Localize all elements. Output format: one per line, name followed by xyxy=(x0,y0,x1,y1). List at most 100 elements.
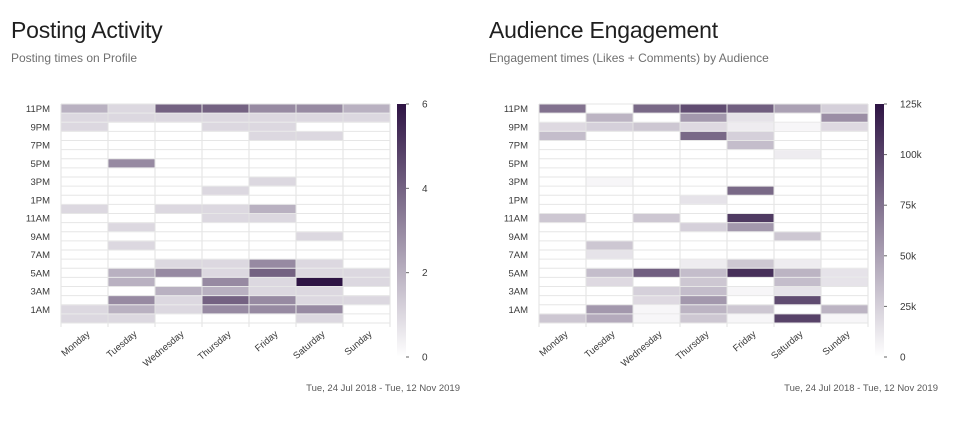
heatmap-cell xyxy=(728,314,774,322)
heatmap-cell xyxy=(250,287,296,295)
colorbar-scale xyxy=(397,104,406,357)
heatmap-cell xyxy=(540,105,586,113)
audience-engagement-panel: Audience Engagement Engagement times (Li… xyxy=(478,0,956,422)
heatmap-cell xyxy=(775,260,821,268)
x-tick-label: Wednesday xyxy=(141,329,187,370)
heatmap-cell xyxy=(297,269,343,277)
colorbar-tick-label: 50k xyxy=(900,251,917,262)
heatmap-cell xyxy=(634,214,680,222)
heatmap-cell xyxy=(540,132,586,140)
heatmap-cell xyxy=(681,305,727,313)
x-axis: Monday Tuesday Wednesday Thursday Friday Satu… xyxy=(59,329,374,370)
x-tick-label: Friday xyxy=(253,329,280,355)
heatmap-cell xyxy=(297,260,343,268)
heatmap-cell xyxy=(62,105,108,113)
heatmap-cell xyxy=(62,114,108,122)
heatmap-cell xyxy=(203,105,249,113)
heatmap-cell xyxy=(109,314,155,322)
y-tick-label: 11AM xyxy=(26,214,50,225)
heatmap-cell xyxy=(728,123,774,131)
heatmap-cell xyxy=(344,296,390,304)
x-tick-label: Monday xyxy=(537,329,570,359)
heatmap-cell xyxy=(250,114,296,122)
heatmap-cell xyxy=(681,196,727,204)
heatmap-cell xyxy=(203,305,249,313)
heatmap-cell xyxy=(775,269,821,277)
heatmap-cell xyxy=(297,314,343,322)
heatmap-cell xyxy=(109,241,155,249)
heatmap-cell xyxy=(250,260,296,268)
heatmap-cell xyxy=(634,296,680,304)
colorbar-tick-label: 25k xyxy=(900,302,917,313)
x-axis: Monday Tuesday Wednesday Thursday Friday Satu… xyxy=(537,329,852,370)
heatmap-cell xyxy=(297,296,343,304)
y-tick-label: 7PM xyxy=(508,141,528,152)
x-tick-label: Saturday xyxy=(769,329,805,362)
y-tick-label: 11PM xyxy=(26,104,50,115)
heatmap-cell xyxy=(775,232,821,240)
heatmap-cell xyxy=(775,314,821,322)
heatmap-cell xyxy=(681,278,727,286)
y-tick-label: 5PM xyxy=(508,159,528,170)
heatmap-cell xyxy=(297,305,343,313)
heatmap-cell xyxy=(540,314,586,322)
heatmap-cell xyxy=(587,269,633,277)
x-tick-label: Saturday xyxy=(291,329,327,362)
heatmap-cell xyxy=(344,269,390,277)
heatmap-cell xyxy=(156,296,202,304)
heatmap-cell xyxy=(250,178,296,186)
heatmap-cell xyxy=(634,105,680,113)
colorbar-tick-label: 2 xyxy=(422,268,428,279)
heatmap-cell xyxy=(250,123,296,131)
y-tick-label: 3PM xyxy=(30,177,50,188)
heatmap-cell xyxy=(203,205,249,213)
heatmap-cell xyxy=(681,105,727,113)
heatmap-cell xyxy=(681,223,727,231)
heatmap-cell xyxy=(681,314,727,322)
heatmap-cell xyxy=(156,287,202,295)
heatmap-cell xyxy=(344,105,390,113)
heatmap-cell xyxy=(587,178,633,186)
heatmap-cell xyxy=(822,123,868,131)
x-tick-label: Friday xyxy=(731,329,758,355)
heatmap-cell xyxy=(775,105,821,113)
date-range: Tue, 24 Jul 2018 - Tue, 12 Nov 2019 xyxy=(306,383,460,394)
x-tick-label: Sunday xyxy=(821,329,853,358)
heatmap-cell xyxy=(203,114,249,122)
heatmap-cell xyxy=(822,114,868,122)
colorbar-tick-label: 4 xyxy=(422,184,428,195)
y-axis: 1AM 3AM 5AM 7AM 9AM 11AM 1PM 3PM 5PM 7PM 9PM 11PM xyxy=(504,104,528,316)
heatmap-cell xyxy=(681,269,727,277)
heatmap-cell xyxy=(203,269,249,277)
heatmap-cell xyxy=(587,314,633,322)
y-tick-label: 1PM xyxy=(508,195,528,206)
heatmap-cell xyxy=(587,305,633,313)
heatmap-cell xyxy=(250,205,296,213)
x-tick-label: Wednesday xyxy=(619,329,665,370)
x-tick-label: Thursday xyxy=(196,329,234,363)
heatmap-cell xyxy=(203,214,249,222)
y-tick-label: 5AM xyxy=(30,268,50,279)
x-tick-label: Sunday xyxy=(343,329,375,358)
heatmap-cell xyxy=(156,305,202,313)
heatmap-cell xyxy=(681,114,727,122)
y-tick-label: 11PM xyxy=(504,104,528,115)
heatmap-cell xyxy=(109,105,155,113)
heatmap-cell xyxy=(728,214,774,222)
posting-activity-panel: Posting Activity Posting times on Profil… xyxy=(0,0,478,422)
colorbar-tick-label: 125k xyxy=(900,100,923,111)
x-tick-label: Thursday xyxy=(674,329,712,363)
y-tick-label: 9PM xyxy=(30,122,50,133)
heatmap-cell xyxy=(587,241,633,249)
heatmap-cell xyxy=(587,251,633,259)
heatmap-cell xyxy=(587,123,633,131)
heatmap-cell xyxy=(109,114,155,122)
x-tick-label: Tuesday xyxy=(583,329,618,361)
heatmap-cell xyxy=(109,159,155,167)
heatmap-cell xyxy=(728,305,774,313)
heatmap-cell xyxy=(62,123,108,131)
y-tick-label: 11AM xyxy=(504,214,528,225)
heatmap-cell xyxy=(62,314,108,322)
heatmap-cell xyxy=(540,123,586,131)
y-tick-label: 5PM xyxy=(30,159,50,170)
